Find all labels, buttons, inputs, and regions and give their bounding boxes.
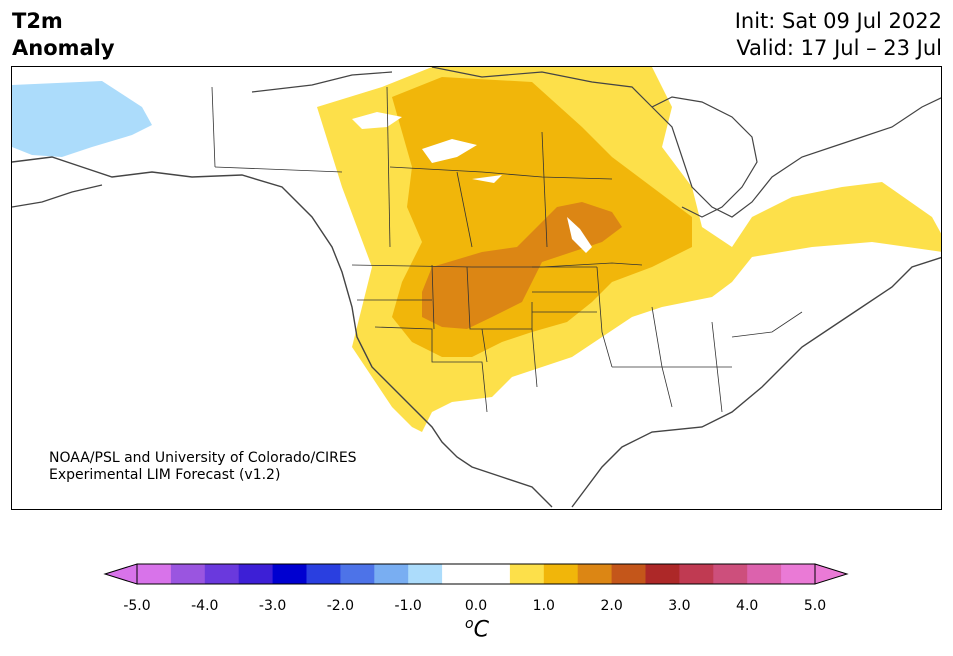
colorbar-cell xyxy=(713,564,748,584)
colorbar-extend-low xyxy=(103,563,138,585)
colorbar-outline xyxy=(136,563,816,585)
colorbar-cell xyxy=(170,564,206,584)
anomaly-map xyxy=(11,66,942,510)
map-svg xyxy=(12,67,941,508)
forecast-dates: Init: Sat 09 Jul 2022 Valid: 17 Jul – 23… xyxy=(735,8,942,62)
valid-date: Valid: 17 Jul – 23 Jul xyxy=(736,36,942,60)
colorbar-cell xyxy=(340,564,375,584)
colorbar-cell xyxy=(408,564,443,584)
coastline xyxy=(12,156,941,508)
colorbar-tick-label: -3.0 xyxy=(258,598,287,614)
colorbar xyxy=(103,563,849,585)
colorbar-cell xyxy=(238,564,274,584)
lake-great-slave xyxy=(422,139,477,163)
colorbar-cell xyxy=(543,564,579,584)
colorbar-cell xyxy=(679,564,714,584)
hudson-bay xyxy=(651,96,758,218)
colorbar-tick-label: -1.0 xyxy=(394,598,422,614)
colorbar-tick-label: 4.0 xyxy=(736,598,759,614)
credit-line-1: NOAA/PSL and University of Colorado/CIRE… xyxy=(49,450,357,466)
lake-great-bear xyxy=(352,112,402,129)
coastline-north xyxy=(12,67,941,218)
anomaly-cool-alaska xyxy=(12,81,152,157)
credit-text: NOAA/PSL and University of Colorado/CIRE… xyxy=(49,450,357,484)
title-line-2: Anomaly xyxy=(12,36,115,60)
colorbar-cell xyxy=(577,564,613,584)
colorbar-tick-label: 0.0 xyxy=(464,598,488,614)
colorbar-cell xyxy=(306,564,341,584)
political-borders xyxy=(211,86,803,413)
colorbar-tick-label: -4.0 xyxy=(191,598,219,614)
colorbar-cell xyxy=(611,564,646,584)
lake-winnipeg xyxy=(567,217,592,253)
colorbar-tick-label: 2.0 xyxy=(600,598,623,614)
unit-letter: C xyxy=(473,617,489,643)
map-title: T2m Anomaly xyxy=(12,8,115,62)
title-line-1: T2m xyxy=(12,9,63,33)
unit-superscript: o xyxy=(465,616,474,632)
colorbar-cell xyxy=(442,564,477,584)
colorbar-cell xyxy=(747,564,782,584)
lake-athabasca xyxy=(472,175,502,183)
colorbar-tick-label: -2.0 xyxy=(326,598,355,614)
colorbar-cell xyxy=(645,564,680,584)
colorbar-cell xyxy=(509,564,545,584)
colorbar-extend-high xyxy=(814,563,849,585)
colorbar-cell xyxy=(476,564,511,584)
colorbar-tick-label: 3.0 xyxy=(668,598,691,614)
colorbar-cell xyxy=(781,564,816,584)
colorbar-tick-label: 5.0 xyxy=(803,598,827,614)
colorbar-cell xyxy=(137,564,172,584)
credit-line-2: Experimental LIM Forecast (v1.2) xyxy=(49,467,281,483)
colorbar-tick-label: 1.0 xyxy=(532,598,555,614)
colorbar-cell xyxy=(272,564,307,584)
colorbar-cells xyxy=(137,564,816,584)
colorbar-tick-label: -5.0 xyxy=(123,598,151,614)
colorbar-cell xyxy=(204,564,240,584)
colorbar-cell xyxy=(374,564,409,584)
colorbar-unit: oC xyxy=(465,616,489,642)
init-date: Init: Sat 09 Jul 2022 xyxy=(734,9,942,33)
